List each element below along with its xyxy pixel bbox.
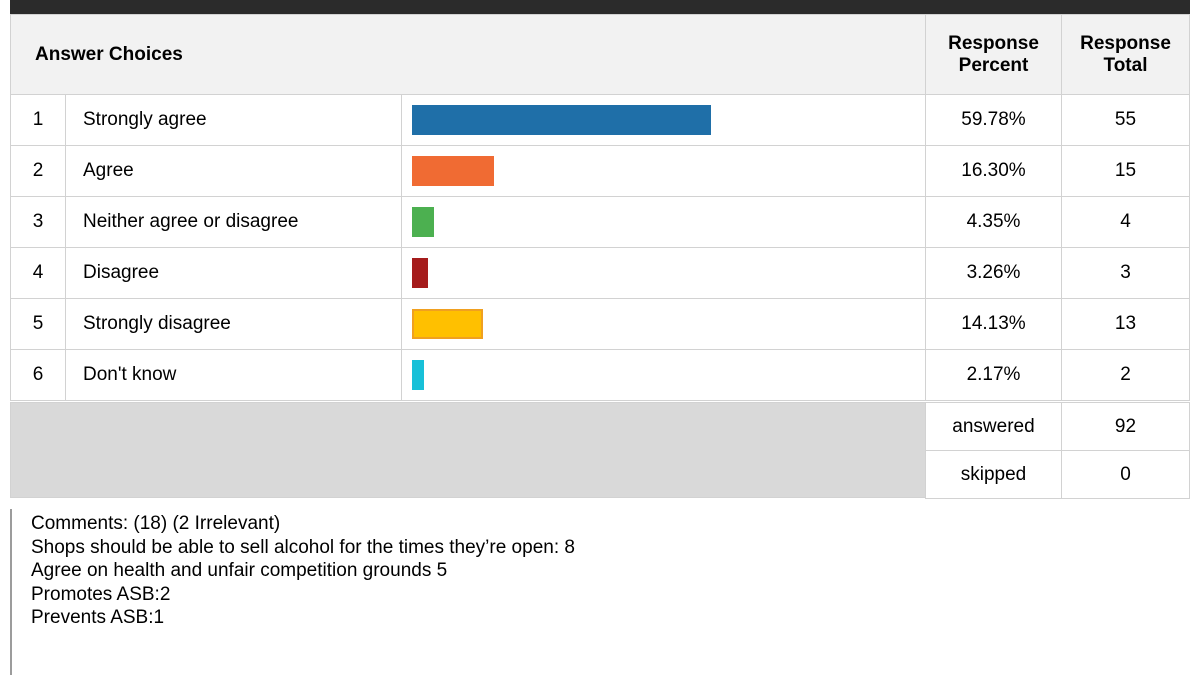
answer-choice-label: Neither agree or disagree — [83, 211, 299, 232]
row-index: 5 — [32, 313, 44, 334]
skipped-value: 0 — [1120, 463, 1131, 485]
comment-line: Shops should be able to sell alcohol for… — [31, 536, 575, 558]
row-bar-cell — [401, 94, 926, 146]
row-bar-cell — [401, 349, 926, 401]
row-total-cell: 15 — [1061, 145, 1190, 197]
row-total-cell: 13 — [1061, 298, 1190, 350]
comment-line: Agree on health and unfair competition g… — [31, 560, 448, 581]
response-bar — [412, 258, 428, 288]
response-total: 3 — [1120, 262, 1131, 283]
response-bar — [412, 207, 434, 237]
row-percent-cell: 2.17% — [925, 349, 1062, 401]
response-total: 55 — [1114, 109, 1137, 130]
row-percent-cell: 3.26% — [925, 247, 1062, 299]
answer-choice-label: Disagree — [83, 262, 160, 283]
top-bar-right-gap — [1190, 0, 1193, 14]
header-response-percent-line1: Response — [948, 32, 1039, 54]
header-answer-choices: Answer Choices — [10, 14, 926, 95]
row-index-cell: 1 — [10, 94, 66, 146]
row-index: 4 — [32, 262, 44, 283]
row-label-cell: Strongly disagree — [65, 298, 402, 350]
top-dark-bar — [0, 0, 1193, 14]
answer-choice-label: Strongly disagree — [83, 313, 231, 334]
response-bar — [412, 360, 424, 390]
row-total-cell: 55 — [1061, 94, 1190, 146]
comments-block: Comments: (18) (2 Irrelevant) Shops shou… — [10, 509, 1190, 675]
row-bar-cell — [401, 196, 926, 248]
top-bar-left-gap — [0, 0, 10, 14]
response-percent: 4.35% — [966, 211, 1021, 232]
answered-label-cell: answered — [925, 402, 1062, 451]
row-label-cell: Don't know — [65, 349, 402, 401]
answer-choice-label: Strongly agree — [83, 109, 207, 130]
row-total-cell: 3 — [1061, 247, 1190, 299]
row-total-cell: 2 — [1061, 349, 1190, 401]
answered-value-cell: 92 — [1061, 402, 1190, 451]
skipped-label-cell: skipped — [925, 450, 1062, 499]
comment-line: Prevents ASB:1 — [31, 607, 165, 628]
row-percent-cell: 16.30% — [925, 145, 1062, 197]
row-percent-cell: 14.13% — [925, 298, 1062, 350]
answered-label: answered — [952, 415, 1035, 437]
response-total: 2 — [1120, 364, 1131, 385]
comments-heading: Comments: (18) (2 Irrelevant) — [31, 513, 281, 534]
row-index-cell: 4 — [10, 247, 66, 299]
row-index: 2 — [32, 160, 44, 181]
response-total: 13 — [1114, 313, 1137, 334]
response-total: 4 — [1120, 211, 1131, 232]
response-bar — [412, 105, 711, 135]
response-bar — [412, 309, 483, 339]
response-percent: 59.78% — [961, 109, 1026, 130]
row-label-cell: Neither agree or disagree — [65, 196, 402, 248]
row-label-cell: Strongly agree — [65, 94, 402, 146]
response-percent: 14.13% — [961, 313, 1026, 334]
response-percent: 2.17% — [966, 364, 1021, 385]
row-percent-cell: 59.78% — [925, 94, 1062, 146]
row-bar-cell — [401, 247, 926, 299]
header-response-total-line1: Response — [1080, 32, 1171, 54]
row-index-cell: 5 — [10, 298, 66, 350]
row-index-cell: 6 — [10, 349, 66, 401]
row-percent-cell: 4.35% — [925, 196, 1062, 248]
response-percent: 16.30% — [961, 160, 1026, 181]
row-index: 3 — [32, 211, 44, 232]
skipped-label: skipped — [960, 463, 1027, 485]
answer-choice-label: Agree — [83, 160, 134, 181]
header-response-total: Response Total — [1061, 14, 1190, 95]
top-bar-fill — [10, 0, 1190, 14]
row-label-cell: Disagree — [65, 247, 402, 299]
comment-line: Promotes ASB:2 — [31, 583, 171, 605]
header-response-total-line2: Total — [1103, 54, 1148, 76]
answer-choice-label: Don't know — [83, 364, 177, 385]
row-bar-cell — [401, 145, 926, 197]
answered-value: 92 — [1114, 415, 1137, 437]
row-index-cell: 3 — [10, 196, 66, 248]
footer-summary-area — [10, 402, 926, 498]
row-index: 6 — [32, 364, 44, 385]
row-index-cell: 2 — [10, 145, 66, 197]
header-response-percent-line2: Percent — [958, 54, 1029, 76]
row-bar-cell — [401, 298, 926, 350]
row-index: 1 — [32, 109, 44, 130]
row-total-cell: 4 — [1061, 196, 1190, 248]
response-percent: 3.26% — [966, 262, 1021, 283]
skipped-value-cell: 0 — [1061, 450, 1190, 499]
header-answer-choices-label: Answer Choices — [35, 43, 183, 65]
response-bar — [412, 156, 494, 186]
header-response-percent: Response Percent — [925, 14, 1062, 95]
row-label-cell: Agree — [65, 145, 402, 197]
response-total: 15 — [1114, 160, 1137, 181]
